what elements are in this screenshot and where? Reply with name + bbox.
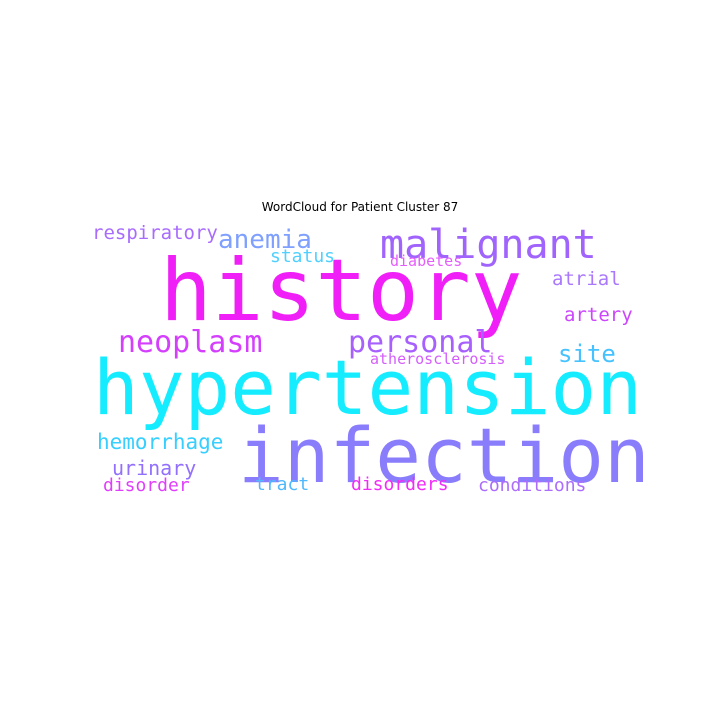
word-malignant: malignant <box>380 222 597 268</box>
word-cloud: history malignant anemia respiratory sta… <box>90 220 650 500</box>
word-tract: tract <box>255 474 310 495</box>
word-artery: artery <box>564 304 633 326</box>
word-status: status <box>270 246 336 267</box>
word-respiratory: respiratory <box>92 222 218 244</box>
word-hemorrhage: hemorrhage <box>97 430 224 454</box>
word-anemia: anemia <box>218 225 312 255</box>
word-hypertension: hypertension <box>93 343 643 432</box>
word-atrial: atrial <box>552 268 621 290</box>
word-atherosclerosis: atherosclerosis <box>370 350 506 368</box>
word-urinary: urinary <box>112 456 197 480</box>
word-infection: infection <box>238 411 650 500</box>
word-site: site <box>558 340 616 368</box>
word-history: history <box>160 241 523 341</box>
wordcloud-title: WordCloud for Patient Cluster 87 <box>261 200 459 214</box>
word-personal: personal <box>348 325 493 360</box>
word-neoplasm: neoplasm <box>118 325 263 360</box>
word-diabetes: diabetes <box>390 252 463 270</box>
word-conditions: conditions <box>478 475 587 496</box>
word-disorders: disorders <box>351 474 449 495</box>
word-disorder: disorder <box>103 475 190 496</box>
